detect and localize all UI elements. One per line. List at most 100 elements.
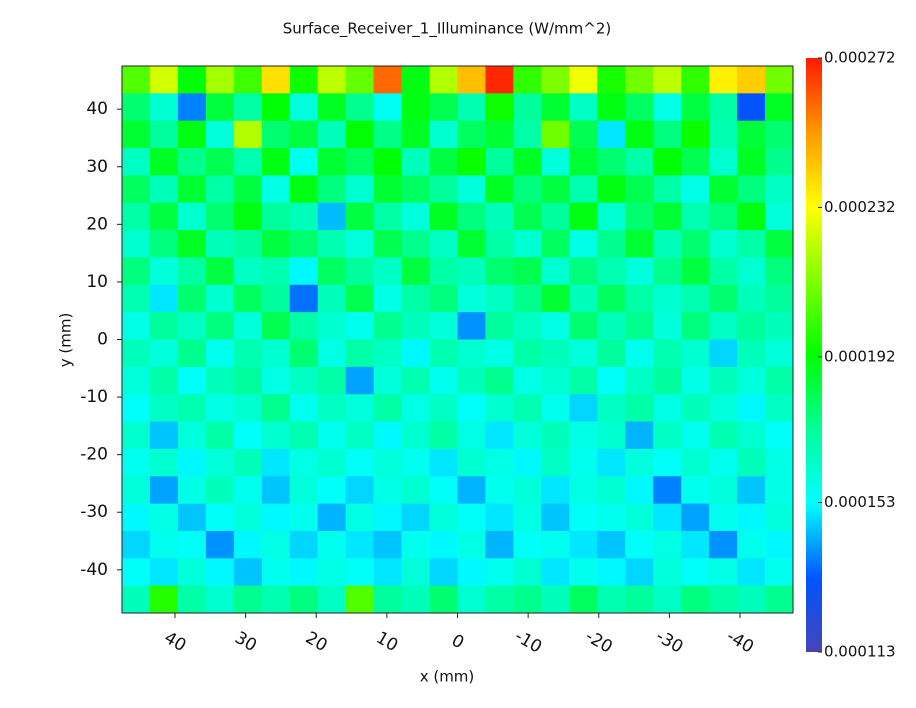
heatmap-cell [345,66,375,94]
heatmap-cell [233,448,263,477]
heatmap-cell [233,366,263,395]
heatmap-cell [457,66,486,94]
heatmap-cell [429,503,458,532]
heatmap-cell [373,339,403,368]
heatmap-cell [653,558,682,587]
heatmap-cell [205,148,235,176]
heatmap-cell [429,366,458,395]
colorbar-tick-label: 0.000272 [824,49,896,67]
heatmap-cell [429,394,458,423]
heatmap-cell [345,175,375,204]
heatmap-cell [205,230,235,258]
heatmap-cell [233,312,263,340]
heatmap-cell [709,93,738,122]
heatmap-cell [457,339,486,368]
heatmap-cell [737,120,766,149]
heatmap-cell [149,120,179,149]
heatmap-cell [765,257,794,286]
heatmap-cell [177,257,207,286]
heatmap-cell [737,312,766,340]
heatmap-cell [205,93,235,122]
heatmap-cell [261,312,291,340]
heatmap-cell [177,202,207,231]
heatmap-cell [205,394,235,423]
heatmap-cell [177,120,207,149]
heatmap-cell [401,503,431,532]
heatmap-cell [317,120,347,149]
heatmap-cell [373,476,403,505]
heatmap-cell [457,175,486,204]
heatmap-cell [373,175,403,204]
heatmap-cell [513,476,542,505]
heatmap-cell [205,530,235,559]
heatmap-cell [205,202,235,231]
heatmap-cell [737,585,766,614]
heatmap-cell [653,257,682,286]
heatmap-cell [569,175,598,204]
heatmap-cell [541,148,570,176]
heatmap-cell [261,476,291,505]
heatmap-cell [345,93,375,122]
heatmap-cell [233,530,263,559]
heatmap-cell [485,366,514,395]
heatmap-cell [401,339,431,368]
heatmap-cell [569,66,598,94]
heatmap-cell [457,530,486,559]
heatmap-cell [765,120,794,149]
heatmap-cell [765,503,794,532]
heatmap-cell [233,175,263,204]
heatmap-cell [345,312,375,340]
heatmap-cell [373,585,403,614]
heatmap-cell [401,257,431,286]
heatmap-cell [709,175,738,204]
heatmap-cell [541,558,570,587]
heatmap-cell [289,339,319,368]
heatmap-cell [597,202,626,231]
heatmap-cell [653,230,682,258]
heatmap-cell [233,558,263,587]
heatmap-cell [625,476,654,505]
heatmap-cell [345,257,375,286]
heatmap-cell [261,120,291,149]
heatmap-cell [681,230,710,258]
heatmap-cell [317,66,347,94]
y-tick-label: -40 [80,560,108,580]
x-tick-label: -30 [652,626,686,657]
heatmap-cell [653,148,682,176]
heatmap-cell [709,558,738,587]
colorbar-tick-label: 0.000153 [824,493,896,511]
heatmap-cell [149,284,179,313]
heatmap-cell [625,366,654,395]
heatmap-cell [569,339,598,368]
heatmap-cell [373,421,403,450]
heatmap-cell [485,339,514,368]
heatmap-cell [289,394,319,423]
heatmap-cell [597,503,626,532]
heatmap-cell [261,585,291,614]
heatmap-cell [681,503,710,532]
x-tick-label: 30 [231,628,260,656]
heatmap-cell [569,558,598,587]
heatmap-cell [205,66,235,94]
heatmap-cell [261,366,291,395]
heatmap-cell [513,202,542,231]
heatmap-cell [373,448,403,477]
heatmap-cell [513,66,542,94]
x-tick-label: 40 [161,628,190,656]
heatmap-cell [541,476,570,505]
heatmap-cell [261,93,291,122]
heatmap-cell [569,394,598,423]
heatmap-cell [541,66,570,94]
heatmap-cell [317,476,347,505]
heatmap-cell [457,148,486,176]
heatmap-cell [737,448,766,477]
heatmap-cell [149,93,179,122]
heatmap-cell [681,202,710,231]
heatmap-cell [513,448,542,477]
colorbar-tick-label: 0.000113 [824,643,896,661]
heatmap-cell [709,284,738,313]
heatmap-cell [205,421,235,450]
heatmap-cell [317,339,347,368]
heatmap-cell [289,585,319,614]
heatmap-cell [681,366,710,395]
